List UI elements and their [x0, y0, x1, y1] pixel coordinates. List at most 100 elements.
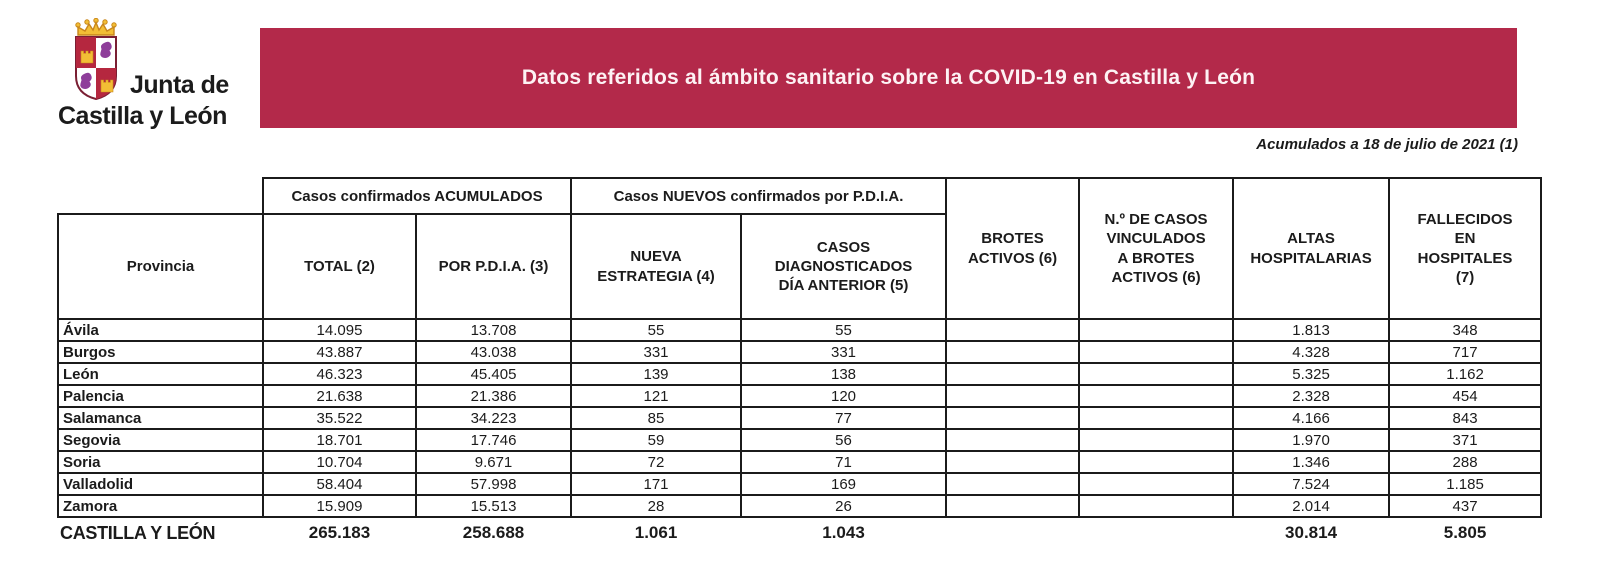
- cell-provincia: Zamora: [57, 494, 264, 518]
- cell-por-pdia: 21.386: [414, 384, 573, 408]
- cell-nueva-estrategia: 55: [570, 318, 743, 342]
- cell-brotes: [945, 362, 1081, 386]
- col-header-casos-vinculados: N.º DE CASOS VINCULADOS A BROTES ACTIVOS…: [1078, 177, 1235, 320]
- cell-dia-anterior: 26: [740, 494, 948, 518]
- cell-por-pdia: 15.513: [414, 494, 573, 518]
- coat-of-arms-icon: [75, 18, 117, 101]
- provinces-table: Casos confirmados ACUMULADOS Casos NUEVO…: [57, 177, 1543, 547]
- cell-total: 46.323: [262, 362, 417, 386]
- cell-brotes: [945, 450, 1081, 474]
- col-header-fallecidos: FALLECIDOS EN HOSPITALES (7): [1388, 177, 1543, 320]
- junta-logo: Junta de Castilla y León: [58, 16, 288, 134]
- cell-brotes: [945, 428, 1081, 452]
- cell-vinculados: [1078, 340, 1235, 364]
- col-header-dia-anterior: CASOS DIAGNOSTICADOS DÍA ANTERIOR (5): [740, 213, 948, 320]
- title-banner: Datos referidos al ámbito sanitario sobr…: [260, 28, 1517, 128]
- cell-total: 15.909: [262, 494, 417, 518]
- cell-brotes: [945, 340, 1081, 364]
- table-row: Ávila 14.095 13.708 55 55 1.813 348: [57, 318, 1543, 342]
- cell-nueva-estrategia: 85: [570, 406, 743, 430]
- logo-text-line1: Junta de: [130, 71, 229, 99]
- cell-nueva-estrategia: 331: [570, 340, 743, 364]
- table-row: Segovia 18.701 17.746 59 56 1.970 371: [57, 428, 1543, 452]
- cell-por-pdia: 43.038: [414, 340, 573, 364]
- header-spacer: [58, 178, 263, 214]
- table-row: Valladolid 58.404 57.998 171 169 7.524 1…: [57, 472, 1543, 496]
- col-header-nueva-estrategia: NUEVA ESTRATEGIA (4): [570, 213, 743, 320]
- cell-total: 35.522: [262, 406, 417, 430]
- table-row: León 46.323 45.405 139 138 5.325 1.162: [57, 362, 1543, 386]
- cell-fallecidos: 288: [1388, 450, 1543, 474]
- cell-vinculados: [1078, 472, 1235, 496]
- cell-provincia: Segovia: [57, 428, 264, 452]
- table-row: Palencia 21.638 21.386 121 120 2.328 454: [57, 384, 1543, 408]
- cell-dia-anterior: 77: [740, 406, 948, 430]
- cell-vinculados: [1078, 362, 1235, 386]
- cell-fallecidos: 717: [1388, 340, 1543, 364]
- logo-text-line2: Castilla y León: [58, 102, 227, 130]
- cell-altas: 5.325: [1232, 362, 1391, 386]
- cell-nueva-estrategia: 171: [570, 472, 743, 496]
- cell-fallecidos: 1.185: [1388, 472, 1543, 496]
- cell-nueva-estrategia: 28: [570, 494, 743, 518]
- cell-altas: 4.328: [1232, 340, 1391, 364]
- table-row: Soria 10.704 9.671 72 71 1.346 288: [57, 450, 1543, 474]
- total-row: CASTILLA Y LEÓN 265.183 258.688 1.061 1.…: [58, 517, 1541, 547]
- cell-provincia: Valladolid: [57, 472, 264, 496]
- cell-provincia: Burgos: [57, 340, 264, 364]
- col-header-total: TOTAL (2): [262, 213, 417, 320]
- cell-nueva-estrategia: 72: [570, 450, 743, 474]
- date-note: Acumulados a 18 de julio de 2021 (1): [1256, 136, 1518, 153]
- column-header-row: Provincia TOTAL (2) POR P.D.I.A. (3) NUE…: [57, 213, 1541, 320]
- cell-altas: 7.524: [1232, 472, 1391, 496]
- cell-brotes: [945, 406, 1081, 430]
- cell-altas: 4.166: [1232, 406, 1391, 430]
- cell-por-pdia: 9.671: [414, 450, 573, 474]
- cell-dia-anterior: 331: [740, 340, 948, 364]
- group-header-row: Casos confirmados ACUMULADOS Casos NUEVO…: [58, 177, 1543, 320]
- cell-provincia: León: [57, 362, 264, 386]
- cell-dia-anterior: 71: [740, 450, 948, 474]
- col-header-provincia: Provincia: [57, 213, 264, 320]
- cell-brotes: [945, 318, 1081, 342]
- table-row: Zamora 15.909 15.513 28 26 2.014 437: [57, 494, 1543, 518]
- cell-altas: 1.970: [1232, 428, 1391, 452]
- cell-dia-anterior: 169: [740, 472, 948, 496]
- cell-vinculados: [1078, 428, 1235, 452]
- cell-altas: 2.014: [1232, 494, 1391, 518]
- cell-vinculados: [1078, 450, 1235, 474]
- cell-dia-anterior: 120: [740, 384, 948, 408]
- cell-dia-anterior: 55: [740, 318, 948, 342]
- cell-provincia: Soria: [57, 450, 264, 474]
- cell-altas: 2.328: [1232, 384, 1391, 408]
- cell-nueva-estrategia: 59: [570, 428, 743, 452]
- cell-provincia-total: CASTILLA Y LEÓN: [60, 522, 216, 543]
- cell-vinculados: [1079, 517, 1233, 547]
- cell-vinculados: [1078, 406, 1235, 430]
- cell-total: 10.704: [262, 450, 417, 474]
- covid-data-table: Casos confirmados ACUMULADOS Casos NUEVO…: [57, 177, 1543, 547]
- cell-total: 43.887: [262, 340, 417, 364]
- cell-provincia: Ávila: [57, 318, 264, 342]
- cell-total: 265.183: [308, 523, 371, 542]
- cell-total: 14.095: [262, 318, 417, 342]
- cell-nueva-estrategia: 1.061: [634, 523, 678, 542]
- page-title: Datos referidos al ámbito sanitario sobr…: [521, 66, 1256, 89]
- cell-por-pdia: 17.746: [414, 428, 573, 452]
- col-header-brotes-activos: BROTES ACTIVOS (6): [945, 177, 1081, 320]
- cell-vinculados: [1078, 384, 1235, 408]
- cell-fallecidos: 843: [1388, 406, 1543, 430]
- cell-fallecidos: 5.805: [1443, 523, 1487, 542]
- cell-dia-anterior: 56: [740, 428, 948, 452]
- cell-por-pdia: 13.708: [414, 318, 573, 342]
- cell-por-pdia: 57.998: [414, 472, 573, 496]
- col-header-por-pdia: POR P.D.I.A. (3): [414, 213, 573, 320]
- col-header-altas-hospitalarias: ALTAS HOSPITALARIAS: [1232, 177, 1391, 320]
- cell-brotes: [945, 494, 1081, 518]
- cell-total: 18.701: [262, 428, 417, 452]
- cell-por-pdia: 45.405: [414, 362, 573, 386]
- cell-altas: 1.813: [1232, 318, 1391, 342]
- cell-fallecidos: 348: [1388, 318, 1543, 342]
- cell-fallecidos: 454: [1388, 384, 1543, 408]
